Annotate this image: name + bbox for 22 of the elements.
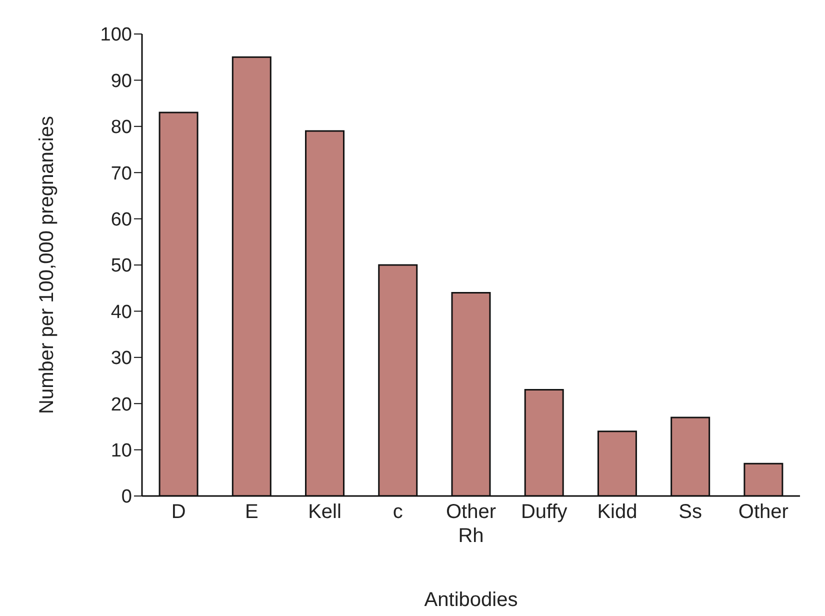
y-tick-label: 100 [100, 24, 132, 46]
x-tick-label: c [392, 501, 403, 523]
y-tick-label: 50 [110, 256, 132, 277]
x-tick-label: Kell [308, 501, 342, 523]
x-tick-label: Other [738, 501, 789, 523]
y-axis-title: Number per 100,000 pregnancies [36, 116, 58, 414]
x-axis-title: Antibodies [424, 589, 518, 611]
y-tick-label: 70 [110, 163, 132, 184]
y-tick-label: 40 [110, 302, 132, 323]
x-tick-label: Duffy [520, 501, 568, 523]
y-tick-label: 0 [121, 486, 132, 508]
y-tick-label: 30 [110, 348, 132, 370]
y-tick-label: 80 [110, 117, 132, 138]
x-tick-label: E [244, 501, 258, 523]
x-tick-label: Other Rh [446, 501, 496, 547]
y-tick-label: 60 [110, 210, 132, 231]
y-tick-label: 10 [110, 440, 132, 462]
y-tick-label: 20 [110, 394, 132, 416]
y-tick-label: 90 [110, 70, 132, 92]
x-tick-label: Ss [678, 501, 702, 523]
x-tick-label: D [171, 501, 186, 523]
x-tick-label: Kidd [597, 501, 638, 523]
